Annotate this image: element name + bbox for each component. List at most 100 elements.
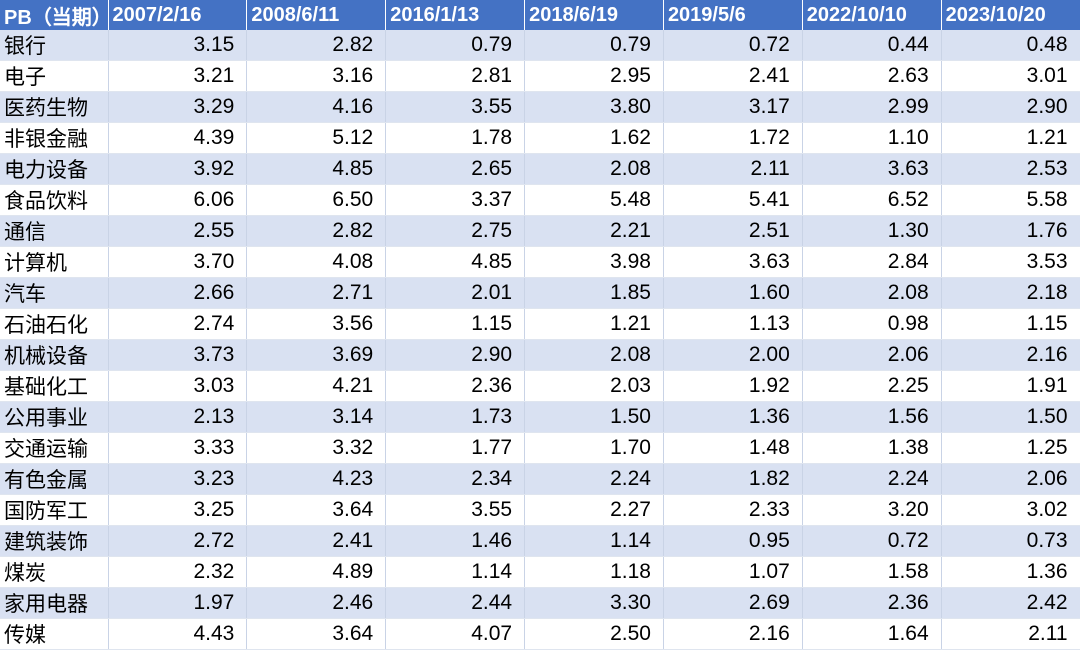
pb-value-cell: 3.14 bbox=[246, 401, 387, 433]
pb-value-cell: 1.15 bbox=[385, 308, 526, 340]
pb-value-cell: 0.48 bbox=[941, 30, 1080, 61]
header-cell-date: 2019/5/6 bbox=[663, 0, 803, 30]
pb-value-cell: 4.85 bbox=[246, 153, 387, 185]
pb-value-cell: 1.82 bbox=[663, 463, 803, 495]
pb-value-cell: 2.11 bbox=[663, 153, 803, 185]
table-row: 家用电器 1.97 2.46 2.44 3.30 2.69 2.36 2.42 bbox=[0, 587, 1080, 619]
industry-name-cell: 煤炭 bbox=[0, 556, 109, 588]
table-row: 煤炭 2.32 4.89 1.14 1.18 1.07 1.58 1.36 bbox=[0, 556, 1080, 588]
pb-value-cell: 1.13 bbox=[663, 308, 803, 340]
pb-value-cell: 2.75 bbox=[385, 215, 526, 247]
pb-value-cell: 3.32 bbox=[246, 432, 387, 464]
table-row: 汽车 2.66 2.71 2.01 1.85 1.60 2.08 2.18 bbox=[0, 277, 1080, 309]
pb-value-cell: 1.36 bbox=[941, 556, 1080, 588]
pb-value-cell: 6.06 bbox=[108, 184, 248, 216]
pb-value-cell: 1.30 bbox=[802, 215, 942, 247]
pb-value-cell: 1.14 bbox=[524, 525, 664, 557]
pb-value-cell: 1.85 bbox=[524, 277, 664, 309]
pb-value-cell: 0.79 bbox=[385, 30, 526, 61]
pb-value-cell: 1.70 bbox=[524, 432, 664, 464]
industry-name-cell: 电力设备 bbox=[0, 153, 109, 185]
pb-value-cell: 1.76 bbox=[941, 215, 1080, 247]
pb-value-cell: 2.46 bbox=[246, 587, 387, 619]
table-row: 计算机 3.70 4.08 4.85 3.98 3.63 2.84 3.53 bbox=[0, 246, 1080, 278]
pb-value-cell: 3.53 bbox=[941, 246, 1080, 278]
pb-value-cell: 1.78 bbox=[385, 122, 526, 154]
pb-value-cell: 2.55 bbox=[108, 215, 248, 247]
pb-value-cell: 3.73 bbox=[108, 339, 248, 371]
pb-value-cell: 3.23 bbox=[108, 463, 248, 495]
pb-value-cell: 5.58 bbox=[941, 184, 1080, 216]
industry-name-cell: 交通运输 bbox=[0, 432, 109, 464]
pb-value-cell: 1.62 bbox=[524, 122, 664, 154]
pb-value-cell: 1.92 bbox=[663, 370, 803, 402]
pb-value-cell: 4.85 bbox=[385, 246, 526, 278]
pb-value-cell: 2.63 bbox=[802, 60, 942, 92]
pb-value-cell: 2.41 bbox=[663, 60, 803, 92]
pb-value-cell: 3.55 bbox=[385, 91, 526, 123]
table-row: 电力设备 3.92 4.85 2.65 2.08 2.11 3.63 2.53 bbox=[0, 153, 1080, 185]
table-row: 石油石化 2.74 3.56 1.15 1.21 1.13 0.98 1.15 bbox=[0, 308, 1080, 340]
header-cell-date: 2008/6/11 bbox=[246, 0, 387, 30]
pb-value-cell: 2.21 bbox=[524, 215, 664, 247]
pb-value-cell: 2.34 bbox=[385, 463, 526, 495]
pb-value-cell: 1.36 bbox=[663, 401, 803, 433]
pb-value-cell: 3.37 bbox=[385, 184, 526, 216]
industry-name-cell: 基础化工 bbox=[0, 370, 109, 402]
pb-value-cell: 3.69 bbox=[246, 339, 387, 371]
industry-name-cell: 家用电器 bbox=[0, 587, 109, 619]
pb-value-cell: 3.63 bbox=[802, 153, 942, 185]
table-row: 交通运输 3.33 3.32 1.77 1.70 1.48 1.38 1.25 bbox=[0, 432, 1080, 464]
pb-value-cell: 3.98 bbox=[524, 246, 664, 278]
pb-value-cell: 3.70 bbox=[108, 246, 248, 278]
table-row: 通信 2.55 2.82 2.75 2.21 2.51 1.30 1.76 bbox=[0, 215, 1080, 247]
pb-value-cell: 3.03 bbox=[108, 370, 248, 402]
pb-value-cell: 3.29 bbox=[108, 91, 248, 123]
table-row: 基础化工 3.03 4.21 2.36 2.03 1.92 2.25 1.91 bbox=[0, 370, 1080, 402]
pb-value-cell: 5.48 bbox=[524, 184, 664, 216]
industry-name-cell: 食品饮料 bbox=[0, 184, 109, 216]
table-row: 机械设备 3.73 3.69 2.90 2.08 2.00 2.06 2.16 bbox=[0, 339, 1080, 371]
pb-value-cell: 3.64 bbox=[246, 494, 387, 526]
header-cell-date: 2007/2/16 bbox=[108, 0, 248, 30]
pb-value-cell: 2.27 bbox=[524, 494, 664, 526]
pb-value-cell: 2.90 bbox=[941, 91, 1080, 123]
pb-value-cell: 1.56 bbox=[802, 401, 942, 433]
pb-value-cell: 4.89 bbox=[246, 556, 387, 588]
pb-value-cell: 1.77 bbox=[385, 432, 526, 464]
pb-value-cell: 2.51 bbox=[663, 215, 803, 247]
pb-value-cell: 2.33 bbox=[663, 494, 803, 526]
pb-value-cell: 1.46 bbox=[385, 525, 526, 557]
pb-value-cell: 2.95 bbox=[524, 60, 664, 92]
table-row: 有色金属 3.23 4.23 2.34 2.24 1.82 2.24 2.06 bbox=[0, 463, 1080, 495]
pb-value-cell: 2.03 bbox=[524, 370, 664, 402]
industry-name-cell: 有色金属 bbox=[0, 463, 109, 495]
pb-value-cell: 0.72 bbox=[802, 525, 942, 557]
industry-name-cell: 石油石化 bbox=[0, 308, 109, 340]
industry-name-cell: 传媒 bbox=[0, 618, 109, 650]
pb-value-cell: 5.12 bbox=[246, 122, 387, 154]
pb-value-cell: 3.63 bbox=[663, 246, 803, 278]
pb-value-cell: 2.82 bbox=[246, 30, 387, 61]
pb-value-cell: 2.00 bbox=[663, 339, 803, 371]
industry-name-cell: 银行 bbox=[0, 30, 109, 61]
table-row: 国防军工 3.25 3.64 3.55 2.27 2.33 3.20 3.02 bbox=[0, 494, 1080, 526]
pb-value-cell: 2.13 bbox=[108, 401, 248, 433]
pb-value-cell: 1.21 bbox=[941, 122, 1080, 154]
pb-value-cell: 1.60 bbox=[663, 277, 803, 309]
pb-value-cell: 3.20 bbox=[802, 494, 942, 526]
pb-value-cell: 1.64 bbox=[802, 618, 942, 650]
pb-value-cell: 4.39 bbox=[108, 122, 248, 154]
industry-name-cell: 建筑装饰 bbox=[0, 525, 109, 557]
pb-value-cell: 2.06 bbox=[802, 339, 942, 371]
pb-value-cell: 6.50 bbox=[246, 184, 387, 216]
pb-value-cell: 3.33 bbox=[108, 432, 248, 464]
table-row: 电子 3.21 3.16 2.81 2.95 2.41 2.63 3.01 bbox=[0, 60, 1080, 92]
pb-value-cell: 1.73 bbox=[385, 401, 526, 433]
pb-value-cell: 2.65 bbox=[385, 153, 526, 185]
pb-value-cell: 1.15 bbox=[941, 308, 1080, 340]
header-cell-date: 2018/6/19 bbox=[524, 0, 664, 30]
table-row: 传媒 4.43 3.64 4.07 2.50 2.16 1.64 2.11 bbox=[0, 618, 1080, 650]
pb-value-cell: 0.44 bbox=[802, 30, 942, 61]
